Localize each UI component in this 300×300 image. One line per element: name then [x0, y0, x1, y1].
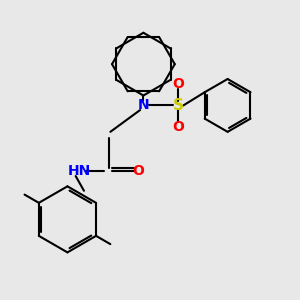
Text: HN: HN	[68, 164, 91, 178]
Text: N: N	[138, 98, 149, 112]
Text: S: S	[172, 98, 184, 113]
Text: O: O	[133, 164, 144, 178]
Text: O: O	[172, 77, 184, 91]
Text: O: O	[172, 120, 184, 134]
